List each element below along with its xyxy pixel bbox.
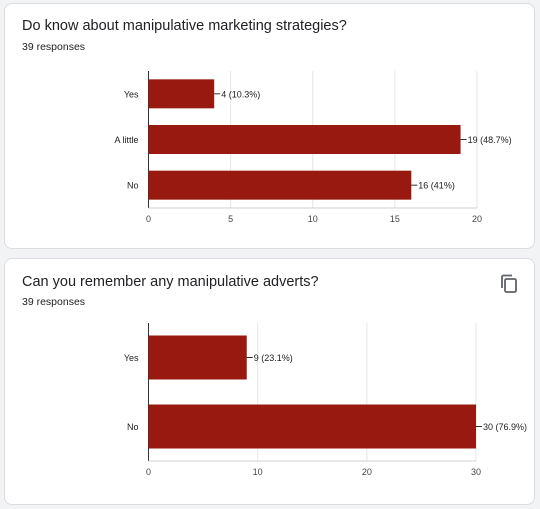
x-tick-label: 20 bbox=[362, 467, 372, 477]
question-card-1: Do know about manipulative marketing str… bbox=[4, 3, 535, 249]
x-tick-label: 10 bbox=[308, 214, 318, 224]
bar bbox=[148, 404, 476, 449]
question-title: Do know about manipulative marketing str… bbox=[22, 18, 347, 34]
data-label: 19 (48.7%) bbox=[468, 135, 512, 145]
x-tick-label: 5 bbox=[228, 214, 233, 224]
question-title: Can you remember any manipulative advert… bbox=[22, 274, 319, 290]
category-label: No bbox=[127, 181, 139, 191]
data-label: 4 (10.3%) bbox=[221, 89, 260, 99]
bar bbox=[148, 170, 412, 200]
copy-icon[interactable] bbox=[500, 274, 518, 294]
x-tick-label: 0 bbox=[146, 467, 151, 477]
response-count: 39 responses bbox=[22, 296, 86, 308]
bar-chart: 0 5 10 15 20 Yes 4 (10.3%) A little 19 (48.7%) No… bbox=[114, 71, 512, 224]
bar-chart: 0 10 20 30 Yes 9 (23.1%) No 30 (76.9%) bbox=[124, 323, 527, 477]
category-label: A little bbox=[114, 135, 138, 145]
response-count: 39 responses bbox=[22, 41, 86, 53]
bar bbox=[148, 79, 215, 109]
category-label: Yes bbox=[124, 89, 139, 99]
x-tick-label: 10 bbox=[253, 467, 263, 477]
category-label: Yes bbox=[124, 353, 139, 363]
x-tick-label: 15 bbox=[390, 214, 400, 224]
x-tick-label: 30 bbox=[471, 467, 481, 477]
bar bbox=[148, 335, 247, 380]
question-card-2: Can you remember any manipulative advert… bbox=[4, 258, 535, 505]
x-tick-label: 20 bbox=[472, 214, 482, 224]
category-label: No bbox=[127, 422, 139, 432]
data-label: 30 (76.9%) bbox=[483, 422, 527, 432]
data-label: 16 (41%) bbox=[418, 181, 455, 191]
data-label: 9 (23.1%) bbox=[254, 353, 293, 363]
bar bbox=[148, 125, 461, 154]
x-tick-label: 0 bbox=[146, 214, 151, 224]
